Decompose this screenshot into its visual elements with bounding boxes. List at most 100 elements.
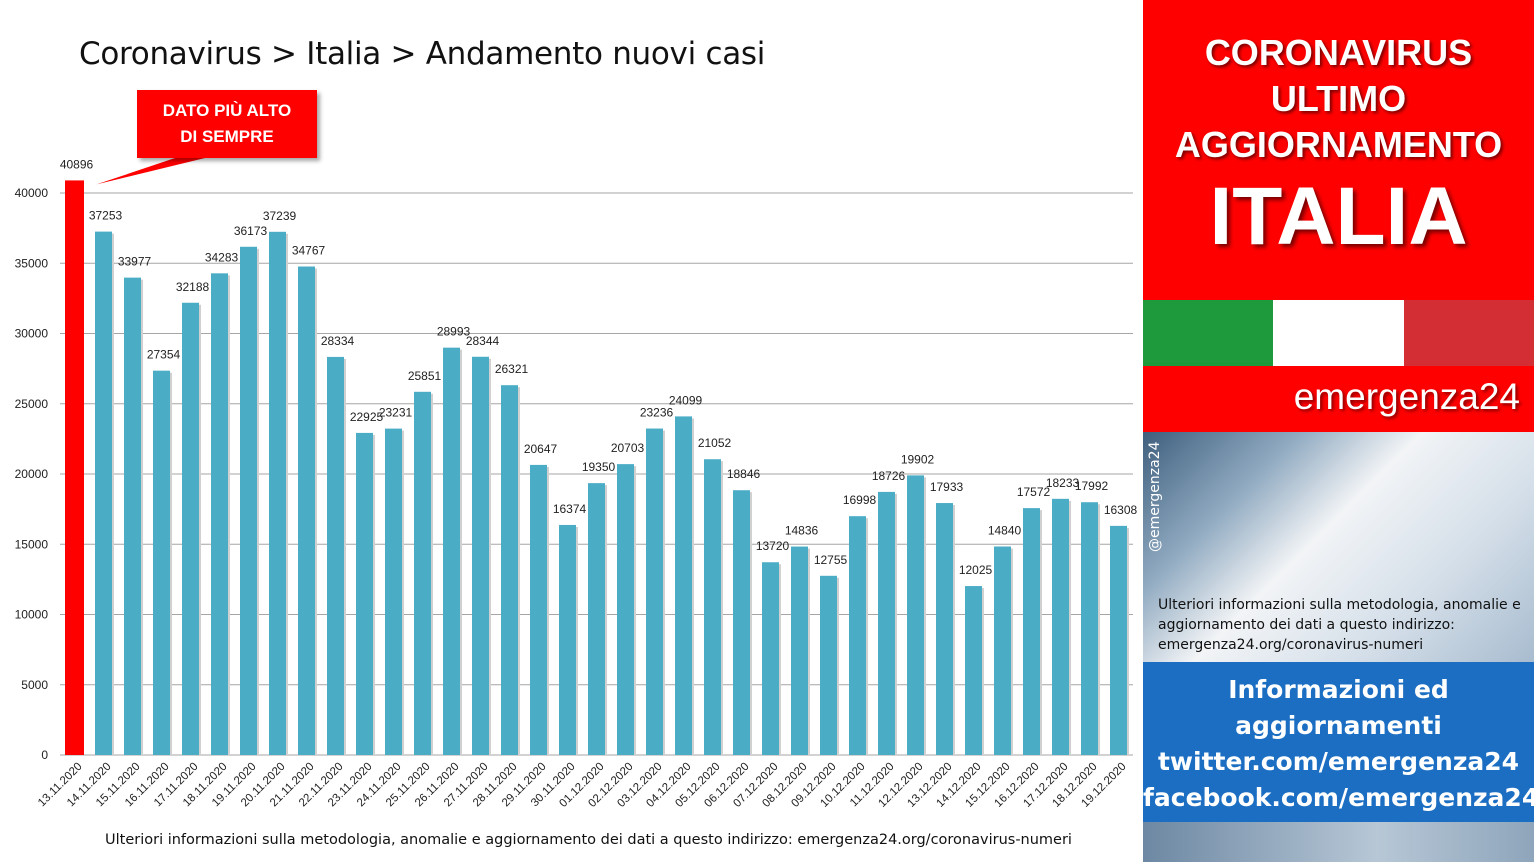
data-label: 28344 [466,334,500,348]
bar [965,586,982,755]
bar [588,483,605,755]
callout-pointer [96,158,205,185]
data-label: 14836 [785,524,819,538]
data-label: 12755 [814,553,848,567]
bar-shadow [837,577,839,755]
brand-logo-text: emergenza24 [1293,376,1520,417]
data-label: 19902 [901,452,935,466]
bar-shadow [257,248,259,755]
bar [327,356,344,755]
bar [1023,508,1040,755]
bar [1081,502,1098,755]
y-tick-label: 35000 [15,256,49,270]
bar-shadow [402,430,404,755]
bar [849,516,866,755]
bar [907,475,924,755]
y-tick-label: 10000 [15,608,49,622]
data-label: 14840 [988,523,1022,537]
bar [530,464,547,755]
bar-shadow [808,548,810,755]
bar [153,370,170,755]
data-label: 26321 [495,362,529,376]
brand-bar: emergenza24 [1143,366,1534,432]
bar [443,347,460,755]
data-label: 23236 [640,406,674,420]
data-label: 34767 [292,244,326,258]
bars [65,180,1129,756]
bar-shadow [489,358,491,755]
social-handle: @emergenza24 [1147,441,1163,553]
data-label: 16998 [843,493,877,507]
bar [501,385,518,755]
side-panel: CORONAVIRUS ULTIMO AGGIORNAMENTO ITALIA … [1143,0,1534,862]
data-label: 28334 [321,334,355,348]
bar-shadow [866,518,868,755]
header-line-3: AGGIORNAMENTO [1174,124,1503,165]
bar-shadow [895,493,897,755]
bar-shadow [1098,504,1100,755]
data-label: 21052 [698,436,732,450]
data-label: 24099 [669,393,703,407]
bar [472,356,489,755]
bar-shadow [547,466,549,755]
bar-shadow [1069,500,1071,755]
bar-shadow [721,461,723,755]
data-label: 36173 [234,224,268,238]
bar-shadow [518,387,520,755]
data-label: 37253 [89,209,123,223]
highest-value-callout: DATO PIÙ ALTO DI SEMPRE [137,90,317,158]
side-info-text: Ulteriori informazioni sulla metodologia… [1158,597,1521,653]
bar [95,231,112,756]
bar-shadow [344,358,346,755]
bar-shadow [112,233,114,756]
bar [936,503,953,755]
bar-shadow [692,418,694,755]
data-label: 13720 [756,539,790,553]
decorative-background [1143,822,1534,862]
y-tick-label: 20000 [15,467,49,481]
data-label: 28993 [437,325,471,339]
y-tick-label: 25000 [15,397,49,411]
bar [762,562,779,755]
data-label: 17933 [930,480,964,494]
header-line-2: ULTIMO [1270,78,1407,119]
bar [791,546,808,755]
data-label: 34283 [205,250,239,264]
bar [182,302,199,755]
bar-shadow [779,564,781,755]
data-label: 23231 [379,406,413,420]
page-title: Coronavirus > Italia > Andamento nuovi c… [79,36,766,72]
data-label: 25851 [408,369,442,383]
bar [240,246,257,755]
footnote: Ulteriori informazioni sulla metodologia… [105,832,1072,848]
y-tick-label: 0 [41,748,48,762]
twitter-link[interactable]: twitter.com/emergenza24 [1157,747,1520,776]
y-tick-label: 15000 [15,537,49,551]
y-tick-label: 30000 [15,327,49,341]
data-label: 17572 [1017,485,1051,499]
bar-shadow [141,279,143,755]
data-label: 22925 [350,410,384,424]
bar-shadow [373,434,375,755]
data-label: 16374 [553,502,587,516]
bar-shadow [228,275,230,755]
bar-shadow [1127,527,1129,755]
bar [1110,525,1127,755]
bar [617,464,634,755]
info-area: @emergenza24 Ulteriori informazioni sull… [1143,432,1534,662]
y-tick-label: 40000 [15,186,49,200]
bar-shadow [431,393,433,755]
data-label: 20647 [524,442,558,456]
flag-white-stripe [1273,300,1404,366]
bar [704,459,721,755]
bar [733,490,750,755]
bar-shadow [170,372,172,755]
bar [994,546,1011,755]
bar-shadow [663,430,665,755]
bar-shadow [982,588,984,755]
social-line-1: Informazioni ed [1228,675,1449,704]
bar [298,266,315,755]
y-axis-ticks: 0 5000 10000 15000 20000 25000 30000 35000 40000 [15,186,49,762]
data-label: 18726 [872,469,906,483]
facebook-link[interactable]: facebook.com/emergenza24 [1143,783,1534,812]
